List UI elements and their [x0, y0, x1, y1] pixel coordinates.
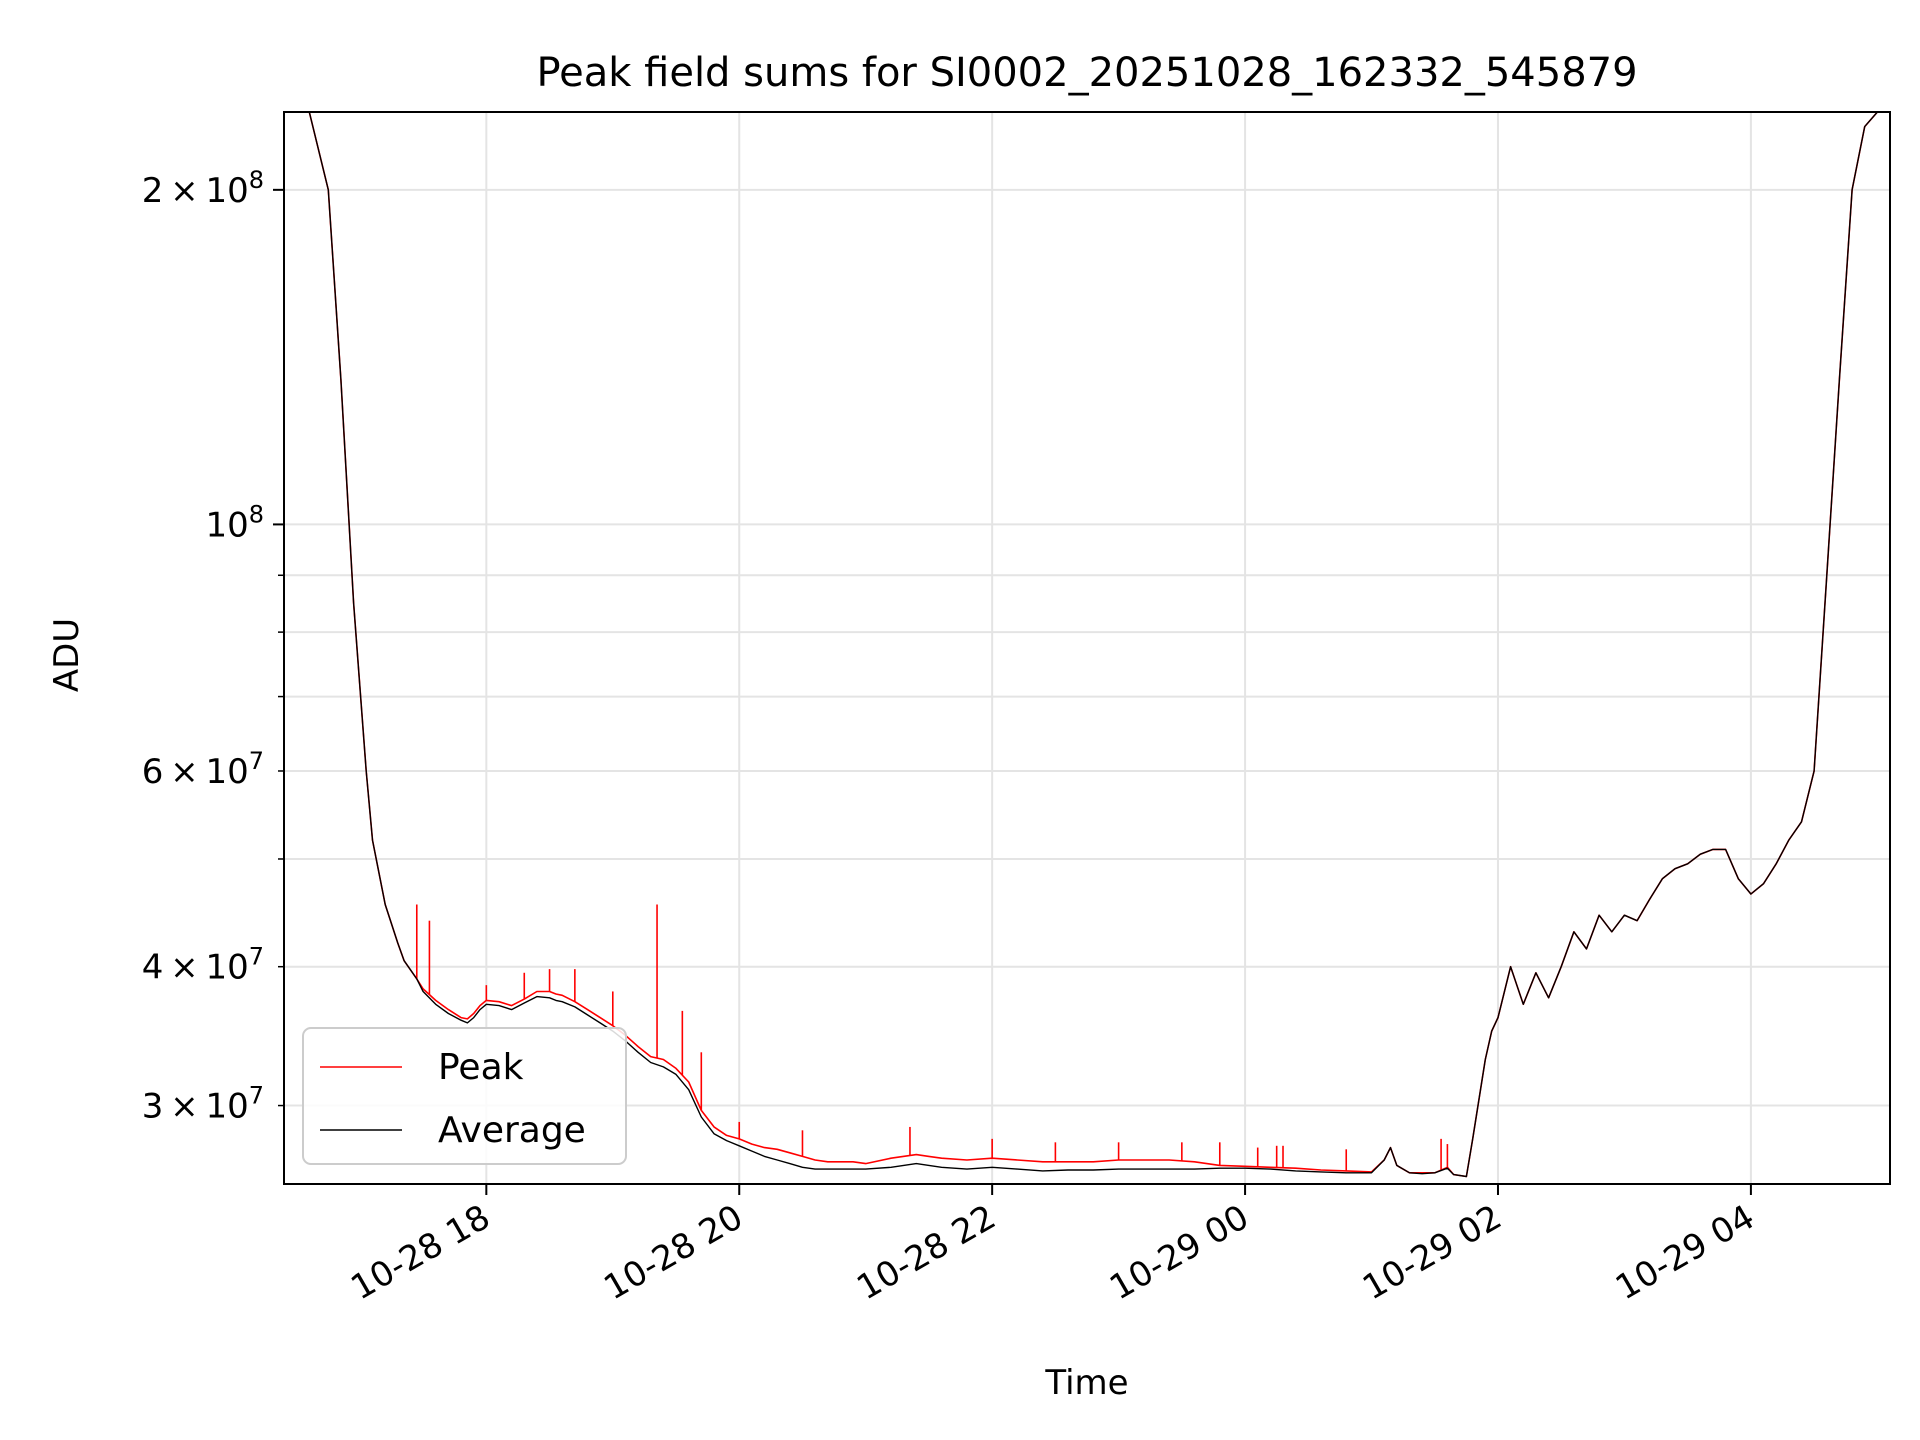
- x-axis-label: Time: [1044, 1363, 1128, 1403]
- series-line-average: [284, 112, 1890, 1178]
- legend: Peak Average: [302, 1027, 627, 1165]
- plot-area: [284, 112, 1890, 1178]
- chart-title: Peak field sums for SI0002_20251028_1623…: [536, 50, 1637, 96]
- y-tick-label: 2 × 108: [142, 166, 264, 211]
- y-minor-tick-label: 4 × 107: [142, 943, 264, 988]
- plot-frame: [283, 111, 1891, 1185]
- y-minor-tick-label: 6 × 107: [142, 747, 264, 792]
- legend-label-average: Average: [438, 1110, 586, 1151]
- y-minor-tick-label: 3 × 107: [142, 1082, 264, 1127]
- y-axis-label: ADU: [47, 618, 87, 692]
- y-tick-label: 108: [205, 500, 264, 545]
- legend-label-peak: Peak: [438, 1047, 524, 1088]
